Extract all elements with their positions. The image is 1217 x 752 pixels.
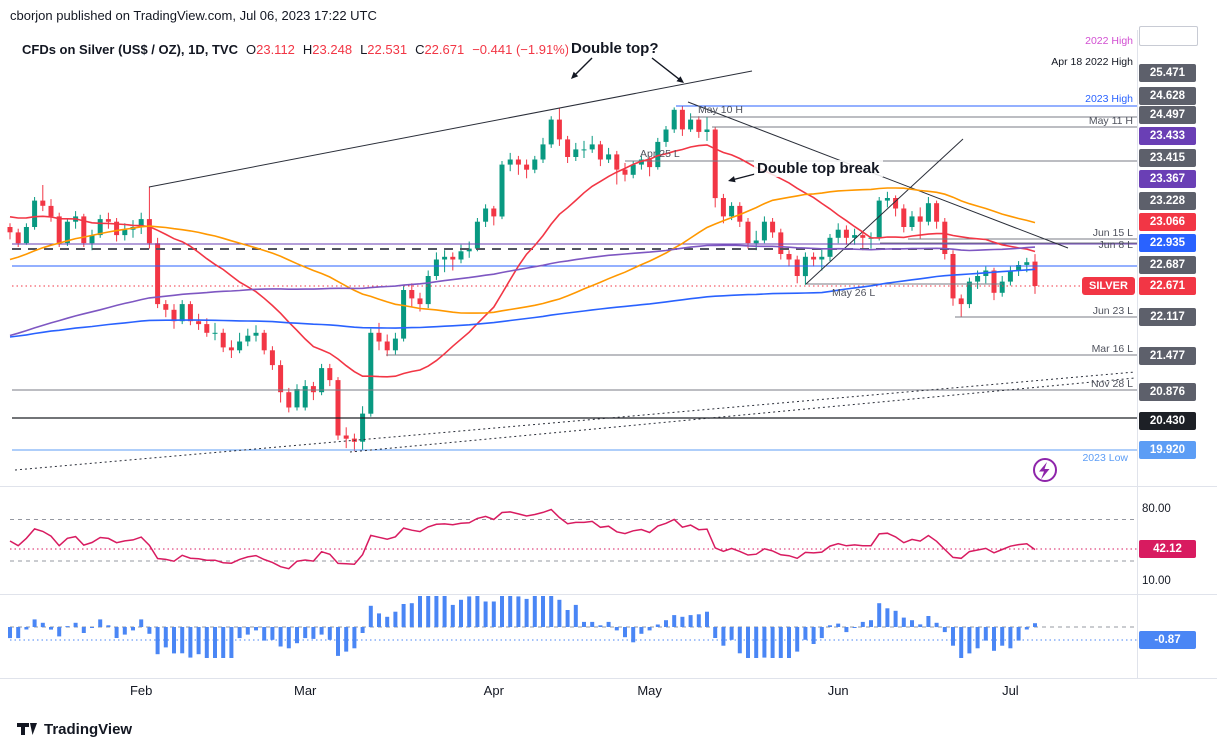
chart-label: May 10 H bbox=[698, 104, 743, 116]
annotation-arrowhead bbox=[728, 176, 736, 183]
price-badge: 22.687 bbox=[1139, 256, 1196, 274]
month-label-jun: Jun bbox=[827, 683, 849, 698]
time-axis[interactable]: Feb Mar Apr May Jun Jul bbox=[0, 678, 1137, 705]
month-label-jul: Jul bbox=[1002, 683, 1019, 698]
close-value: 22.671 bbox=[424, 42, 465, 57]
publisher-line: cborjon published on TradingView.com, Ju… bbox=[10, 8, 377, 23]
annotation-arrowhead bbox=[571, 71, 579, 79]
month-label-feb: Feb bbox=[129, 683, 153, 698]
close-label: C bbox=[415, 42, 425, 57]
symbol-price-tag: SILVER bbox=[1082, 277, 1135, 295]
sma-50-line[interactable] bbox=[9, 187, 1036, 314]
price-badge: 25.471 bbox=[1139, 64, 1196, 82]
sma-200-line[interactable] bbox=[9, 268, 1036, 338]
sma-100-line[interactable] bbox=[9, 244, 1036, 337]
annotation-arrow bbox=[651, 57, 680, 80]
chart-label: 2022 High bbox=[1085, 35, 1133, 47]
annotation-arrow bbox=[733, 173, 756, 181]
trendline[interactable] bbox=[805, 138, 964, 285]
chart-label: Jun 15 L bbox=[1093, 227, 1133, 239]
tradingview-brand: TradingView bbox=[44, 720, 133, 738]
rsi-line bbox=[9, 508, 1036, 570]
price-badge: 20.876 bbox=[1139, 383, 1196, 401]
chart-label: May 26 L bbox=[832, 287, 875, 299]
price-badge: 22.117 bbox=[1139, 308, 1196, 326]
rsi-value-badge: 42.12 bbox=[1139, 540, 1196, 558]
open-value: 23.112 bbox=[256, 42, 295, 57]
price-axis[interactable]: 25.471 24.628 24.497 23.433 23.415 23.367 23.2… bbox=[1137, 0, 1217, 678]
change-value: −0.441 (−1.91%) bbox=[472, 42, 570, 57]
annotation-arrow bbox=[574, 57, 593, 76]
tradingview-footer[interactable]: TradingView bbox=[16, 718, 132, 740]
tradingview-logo-icon bbox=[17, 723, 37, 735]
price-badge: 23.228 bbox=[1139, 192, 1196, 210]
chart-label: 2023 High bbox=[1085, 93, 1133, 105]
price-badge: 19.920 bbox=[1139, 441, 1196, 459]
chart-label: Apr 18 2022 High bbox=[1051, 56, 1133, 68]
momentum-panel[interactable] bbox=[8, 596, 1137, 658]
month-label-may: May bbox=[637, 683, 662, 698]
price-badge: 22.935 bbox=[1139, 234, 1196, 252]
price-badge: 20.430 bbox=[1139, 412, 1196, 430]
double-top-break-annotation[interactable]: Double top break bbox=[754, 160, 883, 177]
price-badge: 23.066 bbox=[1139, 213, 1196, 231]
price-badge: 22.671 bbox=[1139, 277, 1196, 295]
price-badge: 24.628 bbox=[1139, 87, 1196, 105]
lightning-icon[interactable] bbox=[1033, 458, 1057, 482]
chart-label: Mar 16 L bbox=[1092, 343, 1134, 355]
trendline[interactable] bbox=[349, 377, 1136, 453]
symbol-title[interactable]: CFDs on Silver (US$ / OZ), 1D, TVC bbox=[22, 42, 238, 57]
chart-label: May 11 H bbox=[1089, 115, 1133, 127]
chart-label: Apr 25 L bbox=[640, 148, 680, 160]
low-value: 22.531 bbox=[367, 42, 408, 57]
open-label: O bbox=[245, 42, 257, 57]
price-badge: 21.477 bbox=[1139, 347, 1196, 365]
price-badge: 23.433 bbox=[1139, 127, 1196, 145]
month-label-mar: Mar bbox=[293, 683, 317, 698]
high-label: H bbox=[302, 42, 313, 57]
price-badge: 23.367 bbox=[1139, 170, 1196, 188]
month-label-apr: Apr bbox=[483, 683, 504, 698]
candlestick-series bbox=[7, 106, 1038, 452]
price-badge: 23.415 bbox=[1139, 149, 1196, 167]
chart-label: Jun 23 L bbox=[1093, 305, 1133, 317]
trendline[interactable] bbox=[14, 371, 1136, 471]
momentum-value-badge: -0.87 bbox=[1139, 631, 1196, 649]
high-value: 23.248 bbox=[312, 42, 353, 57]
annotation-arrowhead bbox=[676, 76, 684, 83]
chart-label: 2023 Low bbox=[1082, 452, 1128, 464]
symbol-legend[interactable]: CFDs on Silver (US$ / OZ), 1D, TVC O23.11… bbox=[22, 42, 569, 57]
hidden-price-badge bbox=[1139, 26, 1198, 46]
trendline[interactable] bbox=[148, 70, 753, 188]
low-label: L bbox=[360, 42, 368, 57]
rsi-axis-tick: 10.00 bbox=[1142, 575, 1171, 587]
chart-label: Jun 8 L bbox=[1099, 239, 1134, 251]
chart-label: Nov 28 L bbox=[1091, 378, 1133, 390]
sma-20-line[interactable] bbox=[9, 144, 1036, 378]
double-top-annotation[interactable]: Double top? bbox=[568, 40, 662, 57]
main-price-panel[interactable]: 2022 High Apr 18 2022 High 2023 High May 10… bbox=[7, 35, 1138, 482]
price-badge: 24.497 bbox=[1139, 106, 1196, 124]
rsi-panel[interactable] bbox=[9, 508, 1137, 570]
rsi-axis-tick: 80.00 bbox=[1142, 503, 1171, 515]
